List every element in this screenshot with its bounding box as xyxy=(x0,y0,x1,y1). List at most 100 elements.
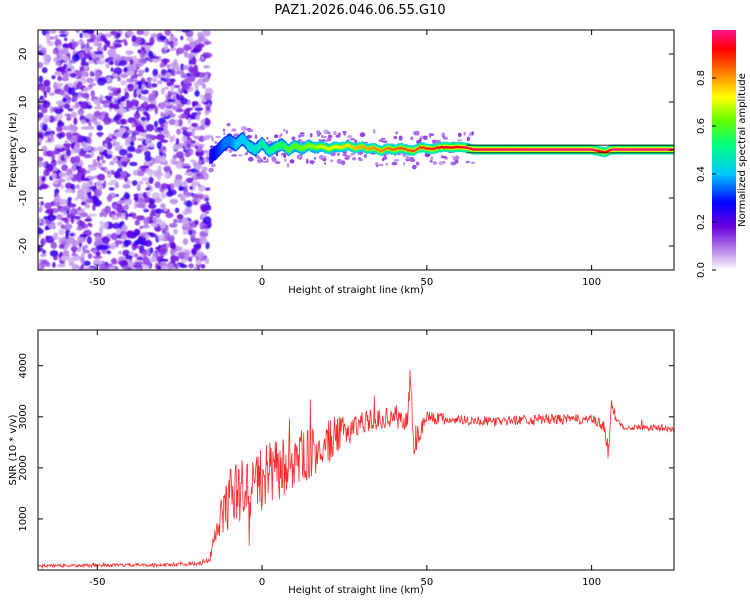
signal-halo xyxy=(247,156,254,162)
colorbar-tick-label: 0.2 xyxy=(696,214,707,230)
noise-blob xyxy=(70,208,78,216)
signal-segment xyxy=(490,148,493,151)
noise-blob xyxy=(102,212,107,218)
noise-blob xyxy=(154,120,158,128)
noise-blob xyxy=(160,124,165,128)
noise-blob xyxy=(56,213,63,220)
noise-blob xyxy=(73,135,79,142)
noise-blob xyxy=(177,118,183,127)
noise-blob xyxy=(158,35,167,41)
signal-segment xyxy=(252,146,256,152)
noise-blob xyxy=(200,56,205,61)
signal-halo xyxy=(403,161,406,166)
noise-blob xyxy=(170,249,175,255)
noise-blob xyxy=(55,82,64,87)
noise-blob xyxy=(97,146,104,153)
signal-halo xyxy=(432,161,437,165)
noise-blob xyxy=(104,33,113,38)
noise-blob xyxy=(119,145,123,149)
noise-blob xyxy=(191,122,198,128)
noise-blob xyxy=(68,124,76,132)
noise-blob xyxy=(182,65,189,70)
noise-blob xyxy=(151,58,158,63)
signal-segment xyxy=(577,148,580,151)
noise-blob xyxy=(38,206,42,213)
signal-halo xyxy=(359,132,366,138)
noise-blob xyxy=(83,53,91,59)
signal-halo xyxy=(380,137,386,140)
noise-blob xyxy=(192,201,199,206)
signal-segment xyxy=(608,148,612,152)
noise-blob xyxy=(173,84,181,89)
signal-segment xyxy=(547,148,550,151)
noise-blob xyxy=(100,111,107,116)
signal-segment xyxy=(387,146,390,150)
signal-halo xyxy=(234,132,239,136)
noise-blob xyxy=(194,219,199,226)
signal-segment xyxy=(460,145,463,149)
signal-segment xyxy=(598,149,602,153)
noise-blob xyxy=(173,180,180,188)
noise-blob xyxy=(69,72,77,78)
noise-blob xyxy=(102,238,111,242)
noise-blob xyxy=(93,255,103,260)
noise-blob xyxy=(142,232,147,238)
noise-blob xyxy=(117,77,121,82)
noise-blob xyxy=(56,125,63,133)
noise-blob xyxy=(92,203,96,211)
noise-blob xyxy=(175,70,185,75)
noise-blob xyxy=(159,62,165,68)
signal-segment xyxy=(559,148,562,151)
signal-segment xyxy=(535,148,538,151)
noise-blob xyxy=(201,166,208,172)
noise-blob xyxy=(176,47,185,54)
signal-segment xyxy=(240,137,244,142)
signal-segment xyxy=(511,148,515,151)
noise-blob xyxy=(146,191,151,197)
noise-blob xyxy=(112,222,121,230)
noise-blob xyxy=(139,70,144,75)
noise-blob xyxy=(145,187,151,191)
noise-blob xyxy=(177,107,183,113)
spectrogram-marks xyxy=(38,30,674,270)
noise-blob xyxy=(45,235,50,239)
noise-blob xyxy=(48,223,56,229)
noise-blob xyxy=(134,261,143,265)
noise-blob xyxy=(124,92,130,99)
noise-blob xyxy=(120,171,124,179)
noise-blob xyxy=(64,140,68,144)
noise-blob xyxy=(38,112,44,119)
noise-blob xyxy=(180,97,188,105)
signal-halo xyxy=(289,159,295,164)
noise-blob xyxy=(203,101,209,105)
signal-halo xyxy=(406,155,410,160)
noise-blob xyxy=(176,219,184,224)
noise-blob xyxy=(137,170,145,177)
signal-halo xyxy=(243,126,248,130)
signal-segment xyxy=(630,148,633,151)
x-tick-label: 100 xyxy=(582,577,601,588)
noise-blob xyxy=(148,232,155,237)
noise-blob xyxy=(142,101,149,108)
noise-blob xyxy=(74,197,79,201)
signal-halo xyxy=(391,161,398,166)
noise-blob xyxy=(58,229,65,236)
noise-blob xyxy=(139,165,144,170)
noise-blob xyxy=(126,51,132,56)
signal-segment xyxy=(440,145,444,149)
signal-halo xyxy=(378,163,384,167)
noise-blob xyxy=(52,167,59,172)
noise-blob xyxy=(147,220,155,224)
signal-segment xyxy=(458,145,461,149)
noise-blob xyxy=(62,72,70,79)
signal-halo xyxy=(245,151,248,155)
noise-blob xyxy=(123,204,130,211)
noise-blob xyxy=(150,56,160,60)
noise-blob xyxy=(170,85,175,92)
noise-blob xyxy=(89,83,97,87)
signal-segment xyxy=(444,145,448,149)
signal-segment xyxy=(231,140,234,145)
noise-blob xyxy=(122,38,127,44)
noise-blob xyxy=(172,95,177,101)
signal-segment xyxy=(660,148,663,151)
